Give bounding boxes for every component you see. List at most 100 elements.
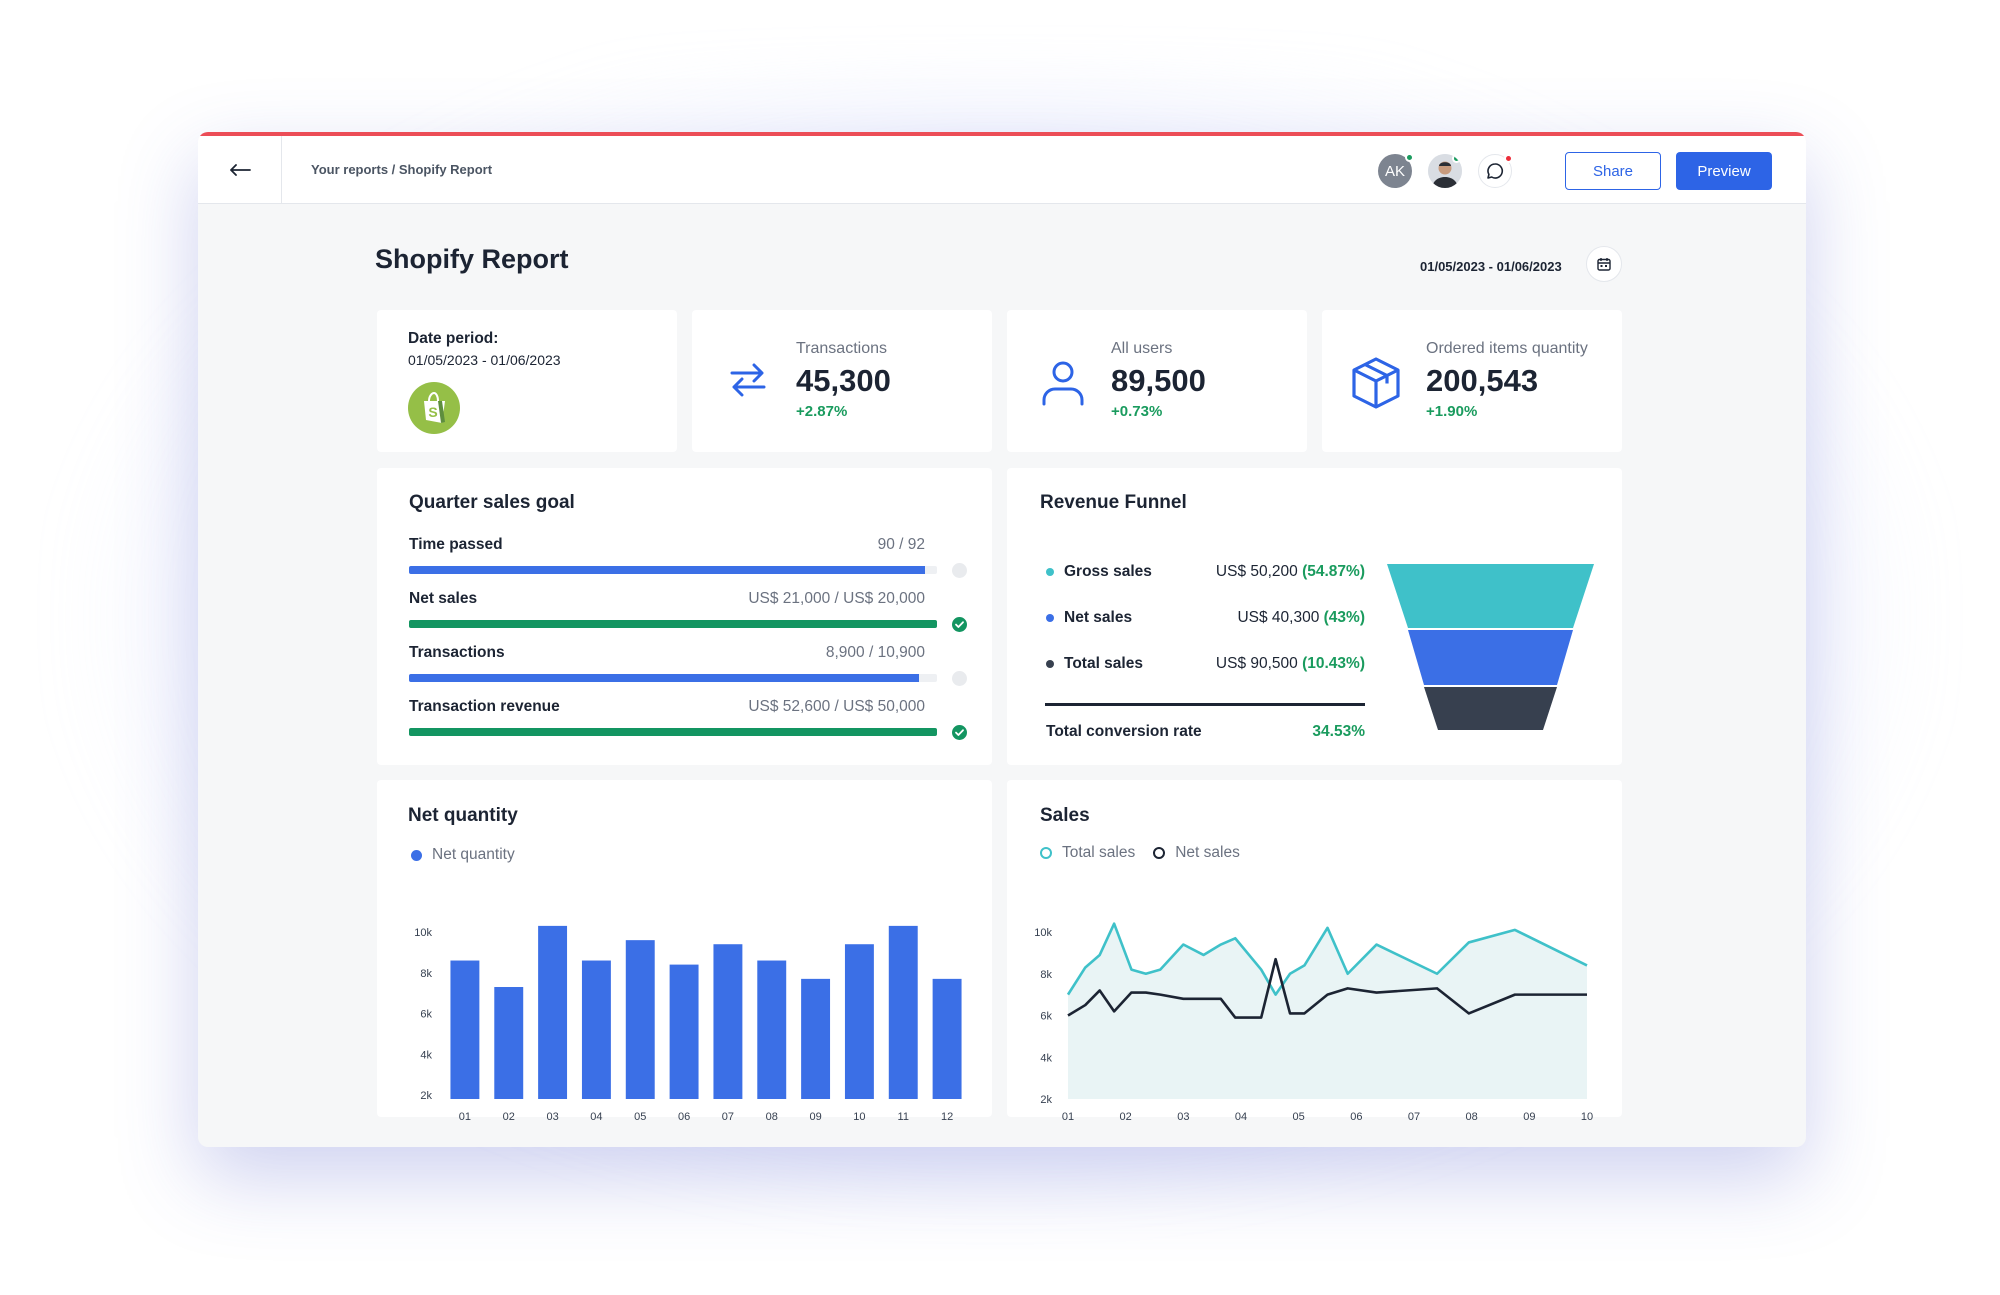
y-tick-label: 10k (414, 927, 432, 939)
bar-11[interactable] (888, 925, 918, 1099)
bar-01[interactable] (450, 960, 480, 1099)
funnel-segment-total (1424, 687, 1557, 730)
legend-marker (411, 849, 422, 861)
date-period-value: 01/05/2023 - 01/06/2023 (408, 352, 561, 368)
legend-label: Net quantity (432, 846, 515, 863)
kpi-value: 45,300 (796, 363, 891, 398)
divider (1045, 703, 1365, 706)
funnel-row: Total sales US$ 90,500 (10.43%) (1046, 655, 1365, 677)
date-period-label: Date period: (408, 330, 499, 347)
sales-card: Sales Total sales Net sales 10k 8k 6k 4k 2k 0… (1007, 780, 1622, 1123)
x-tick-label: 06 (678, 1111, 690, 1123)
x-tick-label: 11 (898, 1111, 909, 1123)
x-tick-label: 03 (1177, 1111, 1189, 1123)
bar-09[interactable] (801, 978, 831, 1099)
avatar-ak[interactable]: AK (1378, 153, 1414, 188)
pending-circle-icon (952, 563, 967, 578)
funnel-marker (1046, 660, 1054, 668)
net-sales-line[interactable] (1067, 957, 1587, 1019)
card-title: Net quantity (408, 805, 518, 826)
bar-08[interactable] (757, 960, 787, 1099)
x-tick-label: 08 (1466, 1111, 1478, 1123)
accent-bar (198, 132, 1806, 136)
x-tick-label: 09 (809, 1111, 821, 1123)
topbar: Your reports / Shopify Report AK Share P… (198, 136, 1806, 204)
funnel-amount: US$ 50,200 (1215, 563, 1298, 580)
bar-05[interactable] (625, 940, 655, 1099)
funnel-percent: (54.87%) (1302, 563, 1365, 580)
total-conversion-label: Total conversion rate (1046, 723, 1202, 740)
goal-label: Transaction revenue (409, 698, 560, 715)
funnel-value: US$ 40,300 (43%) (1237, 609, 1365, 627)
total-conversion-value: 34.53% (1312, 723, 1365, 740)
funnel-row: Net sales US$ 40,300 (43%) (1046, 609, 1365, 631)
arrows-exchange-icon (730, 363, 766, 397)
funnel-marker (1046, 614, 1054, 622)
bar-04[interactable] (581, 960, 611, 1099)
bar-03[interactable] (538, 925, 568, 1099)
avatar-user-photo[interactable] (1428, 154, 1462, 188)
goal-label: Net sales (409, 590, 478, 607)
shopify-logo-icon: S (408, 382, 460, 434)
chart-legend: Net quantity (411, 846, 515, 864)
goal-value: US$ 21,000 / US$ 20,000 (748, 590, 925, 607)
sales-line-chart: 10k 8k 6k 4k 2k 01 02 03 04 05 06 07 08 09 10 (1034, 922, 1593, 1123)
bar-12[interactable] (932, 978, 962, 1099)
x-tick-label: 09 (1523, 1111, 1535, 1123)
x-tick-label: 02 (1120, 1111, 1132, 1123)
bar-06[interactable] (669, 964, 699, 1099)
funnel-segment-net (1408, 630, 1573, 685)
quarter-sales-goal-card: Quarter sales goal Time passed 90 / 92 Net… (377, 468, 992, 765)
notification-dot (1504, 154, 1513, 163)
x-tick-label: 08 (766, 1111, 778, 1123)
progress-track (409, 620, 937, 628)
y-tick-label: 2k (420, 1090, 432, 1102)
funnel-graphic (1387, 564, 1594, 730)
y-tick-label: 2k (1040, 1094, 1052, 1106)
legend-marker (1040, 847, 1052, 859)
card-title: Sales (1040, 805, 1090, 826)
total-sales-area (1068, 923, 1587, 1099)
kpi-card-ordered-items: Ordered items quantity 200,543 +1.90% (1322, 310, 1622, 452)
share-button[interactable]: Share (1565, 152, 1661, 190)
y-tick-label: 4k (420, 1049, 432, 1061)
x-tick-label: 02 (503, 1111, 515, 1123)
funnel-amount: US$ 40,300 (1237, 609, 1320, 626)
funnel-name: Total sales (1064, 655, 1143, 672)
funnel-row: Gross sales US$ 50,200 (54.87%) (1046, 563, 1365, 585)
y-tick-label: 8k (420, 968, 432, 980)
preview-button[interactable]: Preview (1676, 152, 1772, 190)
y-tick-label: 6k (1040, 1011, 1052, 1023)
revenue-funnel-card: Revenue Funnel Gross sales US$ 50,200 (54… (1007, 468, 1622, 765)
goal-value: 90 / 92 (877, 536, 925, 553)
progress-fill (409, 620, 937, 628)
x-tick-label: 01 (459, 1111, 471, 1123)
svg-text:S: S (428, 404, 437, 420)
total-sales-line[interactable] (1066, 922, 1588, 996)
comments-button[interactable] (1478, 154, 1513, 188)
back-button[interactable] (198, 136, 282, 204)
bar-02[interactable] (494, 987, 524, 1099)
x-tick-label: 10 (1581, 1111, 1593, 1123)
calendar-icon (1597, 258, 1611, 271)
card-title: Quarter sales goal (409, 492, 575, 513)
check-circle-icon (952, 617, 967, 632)
bar-10[interactable] (844, 944, 874, 1099)
page-title: Shopify Report (375, 244, 569, 274)
y-tick-label: 4k (1040, 1052, 1052, 1064)
breadcrumb[interactable]: Your reports / Shopify Report (311, 162, 493, 177)
legend-marker (1153, 847, 1166, 859)
goal-label: Time passed (409, 536, 503, 553)
goal-value: US$ 52,600 / US$ 50,000 (748, 698, 925, 715)
kpi-label: Ordered items quantity (1426, 340, 1588, 357)
card-title: Revenue Funnel (1040, 492, 1187, 513)
kpi-card-users: All users 89,500 +0.73% (1007, 310, 1307, 452)
bar-07[interactable] (713, 944, 743, 1099)
funnel-value: US$ 90,500 (10.43%) (1216, 655, 1365, 673)
calendar-button[interactable] (1586, 246, 1622, 282)
legend-label: Total sales (1062, 844, 1136, 861)
funnel-percent: (10.43%) (1302, 655, 1365, 672)
kpi-label: Transactions (796, 340, 887, 357)
online-status-dot (1452, 154, 1461, 163)
goal-label: Transactions (409, 644, 505, 661)
